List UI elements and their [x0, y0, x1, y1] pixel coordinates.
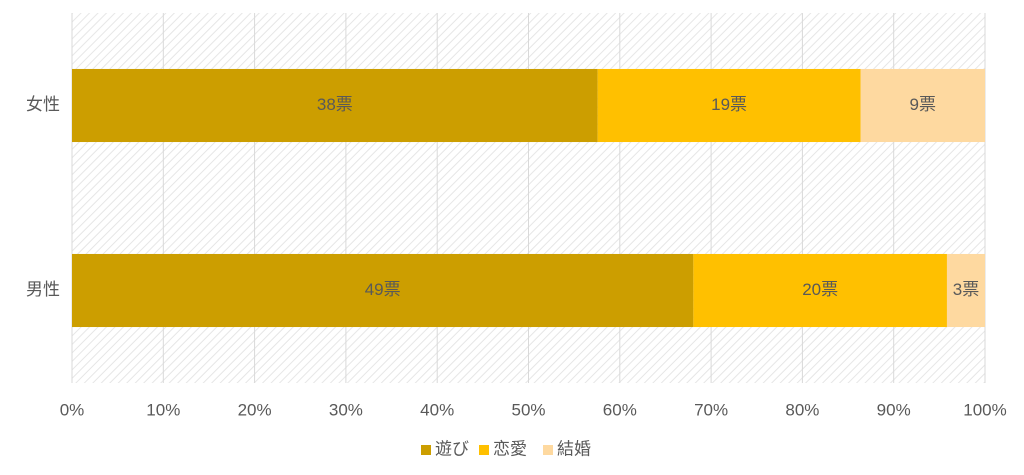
data-label: 19票 — [711, 95, 747, 114]
data-label: 20票 — [802, 280, 838, 299]
legend-label: 結婚 — [557, 439, 591, 458]
bar-segment — [860, 68, 985, 143]
legend-swatch — [421, 445, 431, 455]
x-tick-label: 0% — [60, 400, 85, 419]
legend-label: 遊び — [435, 439, 469, 458]
x-tick-label: 80% — [785, 400, 819, 419]
y-tick-label: 男性 — [26, 280, 60, 299]
bar-segment — [72, 68, 598, 143]
x-tick-label: 50% — [511, 400, 545, 419]
data-label: 9票 — [910, 95, 936, 114]
x-tick-label: 70% — [694, 400, 728, 419]
legend-swatch — [479, 445, 489, 455]
y-tick-label: 女性 — [26, 95, 60, 114]
data-label: 3票 — [953, 280, 979, 299]
bar-segment — [72, 253, 694, 328]
bar-segment — [693, 253, 947, 328]
x-tick-label: 40% — [420, 400, 454, 419]
bar-segment — [597, 68, 861, 143]
legend-label: 恋愛 — [493, 438, 527, 458]
x-tick-label: 10% — [146, 400, 180, 419]
x-tick-label: 30% — [329, 400, 363, 419]
data-label: 38票 — [317, 95, 353, 114]
x-tick-label: 100% — [963, 400, 1006, 419]
x-tick-label: 60% — [603, 400, 637, 419]
legend-swatch — [543, 445, 553, 455]
x-tick-label: 20% — [238, 400, 272, 419]
data-label: 49票 — [365, 280, 401, 299]
x-tick-label: 90% — [877, 400, 911, 419]
bar-segment — [946, 253, 985, 328]
